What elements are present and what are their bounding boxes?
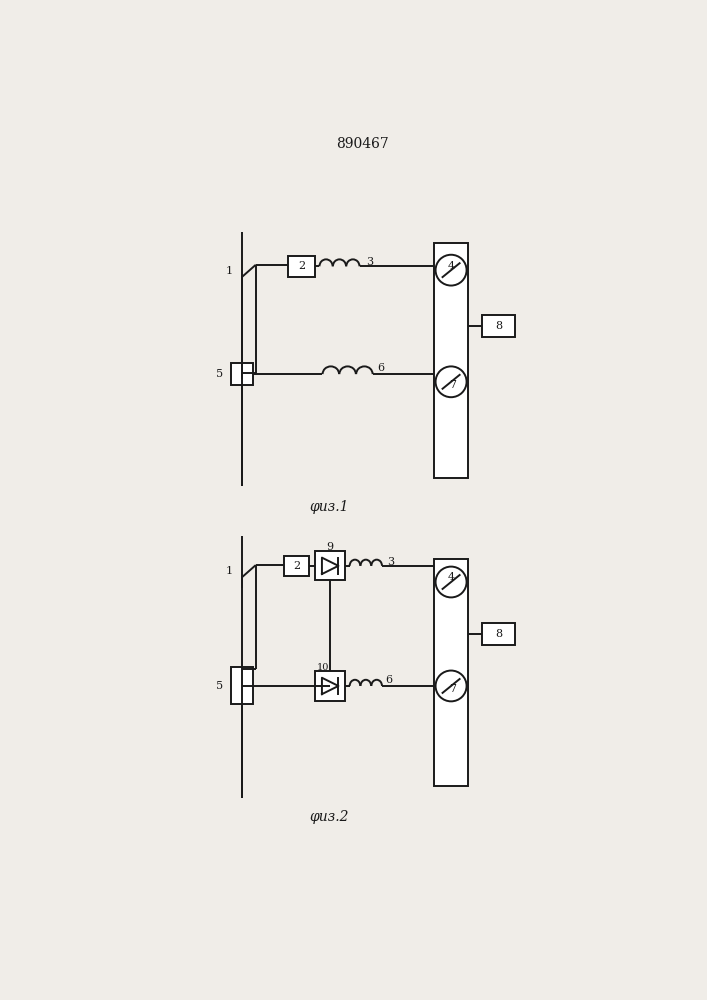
Text: 6: 6 — [385, 675, 392, 685]
Text: φиз.1: φиз.1 — [309, 500, 349, 514]
Text: 4: 4 — [448, 572, 455, 582]
Text: 7: 7 — [449, 684, 456, 694]
Bar — [315, 671, 345, 701]
Bar — [315, 551, 345, 580]
Text: 3: 3 — [366, 257, 373, 267]
Text: 9: 9 — [327, 542, 334, 552]
Text: 4: 4 — [448, 261, 455, 271]
Text: 8: 8 — [495, 321, 502, 331]
Bar — [284, 556, 309, 576]
Text: 10: 10 — [317, 663, 329, 672]
Text: 2: 2 — [293, 561, 300, 571]
Bar — [231, 363, 252, 385]
Bar — [482, 315, 515, 337]
Bar — [434, 559, 468, 786]
Text: 5: 5 — [216, 369, 223, 379]
Text: 5: 5 — [216, 681, 223, 691]
Bar — [231, 667, 252, 704]
Bar — [482, 623, 515, 645]
Text: 890467: 890467 — [337, 137, 389, 151]
Bar — [434, 243, 468, 478]
Text: 6: 6 — [378, 363, 385, 373]
Text: 1: 1 — [226, 566, 233, 576]
Text: 3: 3 — [387, 557, 394, 567]
Text: 2: 2 — [298, 261, 305, 271]
Text: 7: 7 — [449, 380, 456, 390]
Text: φиз.2: φиз.2 — [309, 810, 349, 824]
Text: 1: 1 — [226, 266, 233, 276]
Text: 8: 8 — [495, 629, 502, 639]
Bar — [288, 256, 315, 277]
